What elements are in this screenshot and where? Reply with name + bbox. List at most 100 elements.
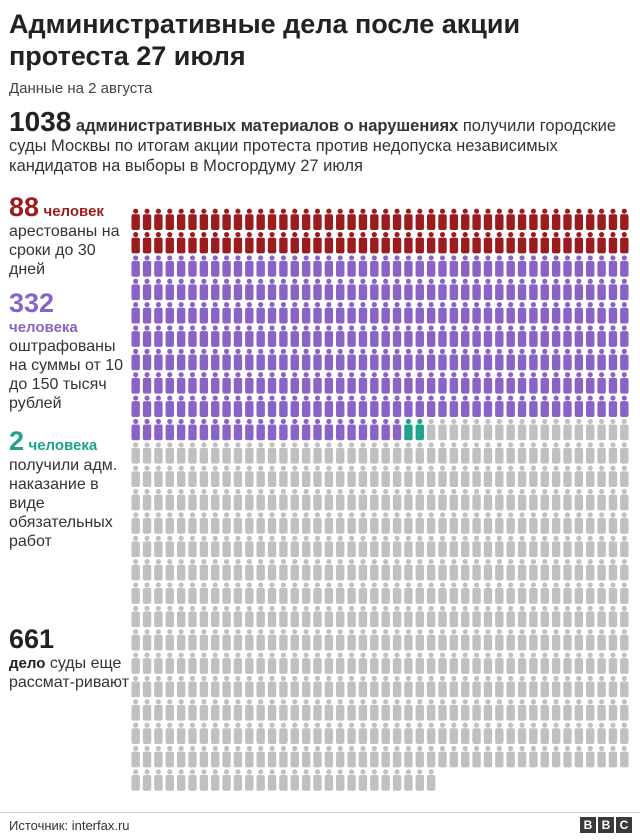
- person-icon-pending: [472, 605, 481, 628]
- person-icon-pending: [313, 605, 322, 628]
- person-icon-fined: [472, 302, 481, 324]
- person-icon-pending: [188, 745, 197, 768]
- person-icon-pending: [222, 745, 231, 768]
- person-icon-pending: [517, 535, 527, 558]
- person-icon-pending: [620, 559, 629, 581]
- person-icon-pending: [517, 745, 527, 768]
- person-icon-pending: [290, 769, 299, 791]
- person-icon-pending: [176, 769, 186, 791]
- person-icon-fined: [347, 325, 356, 347]
- person-icon-fined: [301, 278, 311, 301]
- person-icon-pending: [563, 559, 572, 581]
- person-icon-pending: [256, 535, 265, 558]
- person-icon-pending: [222, 512, 231, 534]
- person-icon-fined: [608, 302, 618, 324]
- person-icon-pending: [415, 488, 424, 511]
- person-icon-pending: [620, 465, 629, 488]
- person-icon-pending: [597, 652, 606, 674]
- person-icon-fined: [472, 395, 481, 417]
- person-icon-pending: [233, 442, 243, 464]
- person-icon-fined: [188, 302, 197, 324]
- person-icon-fined: [131, 418, 140, 441]
- person-icon-pending: [176, 745, 186, 768]
- person-icon-fined: [495, 325, 504, 347]
- person-icon-pending: [233, 465, 243, 488]
- person-icon-pending: [529, 512, 538, 534]
- person-icon-pending: [597, 442, 606, 464]
- person-icon-pending: [563, 652, 572, 674]
- legend-pending-text: суды еще рассмат-ривают: [9, 655, 130, 691]
- person-icon-pending: [586, 722, 595, 744]
- person-icon-pending: [313, 559, 322, 581]
- person-icon-pending: [586, 535, 595, 558]
- person-icon-fined: [165, 418, 174, 441]
- person-icon-fined: [438, 372, 447, 394]
- person-icon-pending: [529, 722, 538, 744]
- person-icon-pending: [495, 512, 504, 534]
- person-icon-pending: [574, 488, 584, 511]
- person-icon-fined: [529, 302, 538, 324]
- person-icon-pending: [574, 722, 584, 744]
- person-icon-fined: [347, 348, 356, 371]
- person-icon-fined: [301, 395, 311, 417]
- person-icon-fined: [517, 395, 527, 417]
- person-icon-pending: [222, 605, 231, 628]
- person-icon-pending: [506, 559, 515, 581]
- person-icon-pending: [586, 652, 595, 674]
- person-icon-pending: [279, 769, 288, 791]
- person-icon-pending: [608, 418, 618, 441]
- person-icon-fined: [279, 302, 288, 324]
- person-icon-fined: [222, 302, 231, 324]
- person-icon-pending: [267, 675, 277, 698]
- person-icon-pending: [495, 675, 504, 698]
- person-icon-pending: [586, 418, 595, 441]
- person-icon-fined: [211, 255, 220, 277]
- person-icon-pending: [222, 675, 231, 698]
- person-icon-fined: [551, 325, 561, 347]
- person-icon-fined: [574, 395, 584, 417]
- person-icon-pending: [495, 722, 504, 744]
- person-icon-pending: [222, 769, 231, 791]
- person-icon-pending: [188, 512, 197, 534]
- person-icon-pending: [142, 745, 152, 768]
- person-icon-fined: [472, 278, 481, 301]
- pictogram-chart: [131, 208, 629, 791]
- person-icon-fined: [506, 325, 515, 347]
- person-icon-pending: [131, 745, 140, 768]
- person-icon-pending: [495, 559, 504, 581]
- person-icon-fined: [165, 302, 174, 324]
- person-icon-arrested: [461, 231, 470, 254]
- person-icon-pending: [211, 699, 220, 721]
- person-icon-pending: [279, 535, 288, 558]
- person-icon-pending: [597, 559, 606, 581]
- person-icon-pending: [336, 722, 345, 744]
- person-icon-pending: [574, 418, 584, 441]
- person-icon-pending: [267, 582, 277, 604]
- person-icon-pending: [301, 442, 311, 464]
- person-icon-pending: [370, 559, 379, 581]
- person-icon-pending: [483, 535, 493, 558]
- person-icon-pending: [506, 535, 515, 558]
- person-icon-pending: [517, 675, 527, 698]
- person-icon-fined: [347, 302, 356, 324]
- person-icon-arrested: [199, 231, 209, 254]
- person-icon-fined: [336, 255, 345, 277]
- person-icon-fined: [517, 278, 527, 301]
- person-icon-pending: [438, 559, 447, 581]
- person-icon-pending: [461, 512, 470, 534]
- person-icon-fined: [313, 395, 322, 417]
- person-icon-arrested: [290, 231, 299, 254]
- person-icon-fined: [199, 255, 209, 277]
- person-icon-fined: [438, 395, 447, 417]
- person-icon-fined: [540, 395, 549, 417]
- person-icon-arrested: [245, 231, 254, 254]
- person-icon-pending: [176, 535, 186, 558]
- person-icon-pending: [517, 652, 527, 674]
- person-icon-pending: [142, 559, 152, 581]
- person-icon-pending: [336, 465, 345, 488]
- person-icon-fined: [551, 278, 561, 301]
- person-icon-pending: [290, 699, 299, 721]
- person-icon-fined: [586, 302, 595, 324]
- person-icon-pending: [461, 442, 470, 464]
- person-icon-pending: [188, 675, 197, 698]
